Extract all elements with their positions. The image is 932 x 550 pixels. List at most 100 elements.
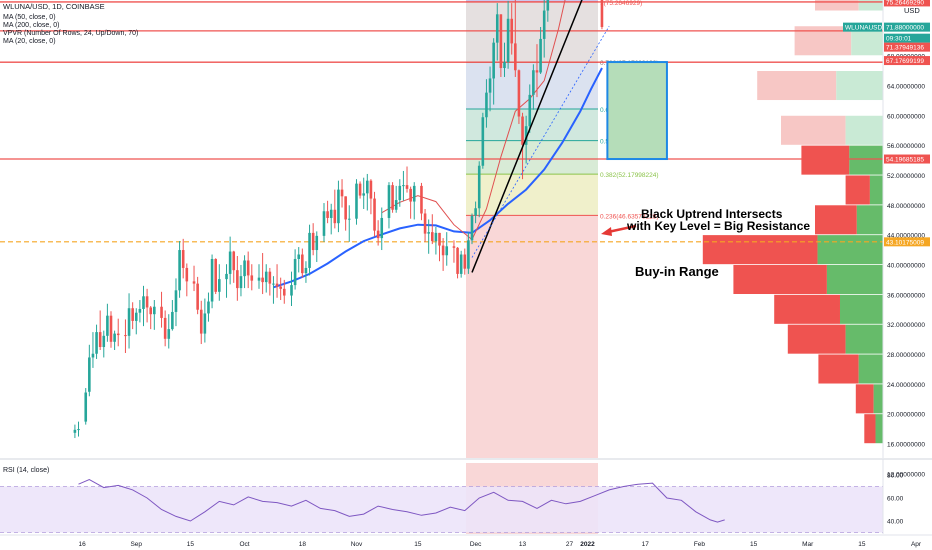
candle-body [297, 254, 301, 259]
candle-body [333, 209, 337, 224]
candle-body [268, 271, 272, 284]
currency-label: USD [904, 6, 920, 15]
vpvr-up-bar [826, 264, 883, 294]
indicator-ma20[interactable]: MA (20, close, 0) [3, 38, 56, 45]
rsi-band [0, 486, 883, 533]
price-tag-text: 09:30:01 [886, 36, 912, 43]
vpvr-up-bar [839, 294, 883, 324]
candle-body [492, 42, 495, 79]
price-tick: 44.00000000 [887, 233, 925, 240]
price-tick: 28.00000000 [887, 352, 925, 359]
price-tag-text: 71.88000000 [886, 25, 924, 32]
candle-body [185, 267, 189, 282]
time-tick: Apr [911, 541, 922, 548]
candle-body [344, 196, 347, 220]
vpvr-down-bar [702, 235, 818, 265]
price-tick: 36.00000000 [887, 292, 925, 299]
candle-body [434, 232, 438, 242]
ma50-line [273, 67, 603, 289]
candle-body [470, 215, 474, 241]
candle-body [326, 211, 329, 218]
ma20-line [381, 0, 566, 241]
indicator-ma200[interactable]: MA (200, close, 0) [3, 22, 59, 29]
time-tick: 18 [299, 541, 307, 548]
vpvr-down-bar [818, 354, 859, 384]
candle-body [232, 251, 236, 271]
candle-body [546, 0, 550, 11]
time-tick: 15 [858, 541, 866, 548]
candle-body [430, 232, 434, 242]
price-tick: 64.00000000 [887, 83, 925, 90]
candle-body [532, 70, 535, 95]
annotation-arrow [607, 224, 637, 234]
candle-body [405, 185, 409, 189]
candle-body [301, 254, 304, 274]
vpvr-down-bar [855, 384, 874, 414]
buy-range-box[interactable] [606, 61, 668, 161]
vpvr-up-bar [845, 115, 883, 145]
candle-body [77, 429, 80, 431]
candle-body [304, 267, 308, 274]
time-tick: 13 [519, 541, 527, 548]
candle-body [98, 332, 102, 348]
vpvr-up-bar [836, 71, 883, 101]
candle-body [409, 188, 412, 202]
time-tick: Sep [130, 541, 142, 548]
candle-body [311, 232, 315, 251]
vpvr-up-bar [845, 324, 883, 354]
price-tick: 32.00000000 [887, 322, 925, 329]
price-tag-text: 75.26469290 [886, 0, 924, 6]
candle-body [203, 313, 207, 334]
candle-body [181, 250, 185, 268]
candle-body [127, 308, 131, 336]
candle-body [174, 290, 178, 312]
candle-body [102, 335, 106, 348]
candle-body [420, 185, 423, 214]
candle-body [124, 335, 127, 337]
price-tick: 48.00000000 [887, 203, 925, 210]
candle-body [477, 165, 481, 209]
buy-range-label: Buy-in Range [635, 264, 719, 279]
rsi-tick: 40.00 [887, 519, 904, 526]
candle-body [510, 18, 514, 44]
dotted-trend-guide [471, 26, 610, 258]
indicator-vpvr[interactable]: VPVR (Number Of Rows, 24, Up/Down, 70) [3, 30, 138, 37]
candle-body [160, 306, 163, 318]
candle-body [467, 240, 470, 269]
price-tag [884, 154, 930, 164]
time-tick: 15 [414, 541, 422, 548]
candle-body [329, 209, 333, 218]
candle-body [192, 281, 196, 284]
fib-zone [466, 62, 598, 110]
black-uptrend-line[interactable] [471, 0, 616, 273]
candle-body [279, 286, 282, 289]
candle-body [521, 116, 524, 145]
candle-body [246, 260, 250, 276]
arrow-head-icon [601, 227, 612, 236]
candle-body [355, 183, 358, 219]
candle-body [214, 258, 217, 292]
vpvr-up-bar [858, 354, 883, 384]
price-tag-text: WLUNAUSD [845, 25, 883, 32]
candle-body [153, 306, 156, 315]
candle-body [535, 70, 539, 73]
candle-body [485, 92, 488, 118]
candle-body [225, 273, 228, 280]
time-tick: Mar [802, 541, 814, 548]
rsi-tick: 80.00 [887, 473, 904, 480]
candle-body [145, 296, 149, 308]
rsi-label[interactable]: RSI (14, close) [3, 467, 49, 474]
price-tag [884, 237, 930, 247]
candle-body [196, 283, 199, 310]
candle-body [178, 250, 181, 291]
fib-zone [466, 174, 598, 216]
candle-body [459, 254, 463, 274]
rsi-tick: 60.00 [887, 496, 904, 503]
indicator-ma50[interactable]: MA (50, close, 0) [3, 14, 56, 21]
vpvr-down-bar [733, 264, 827, 294]
candle-body [542, 10, 546, 39]
candle-body [264, 271, 268, 283]
time-tick: 15 [187, 541, 195, 548]
price-tag-text: 43.10175009 [886, 239, 924, 246]
